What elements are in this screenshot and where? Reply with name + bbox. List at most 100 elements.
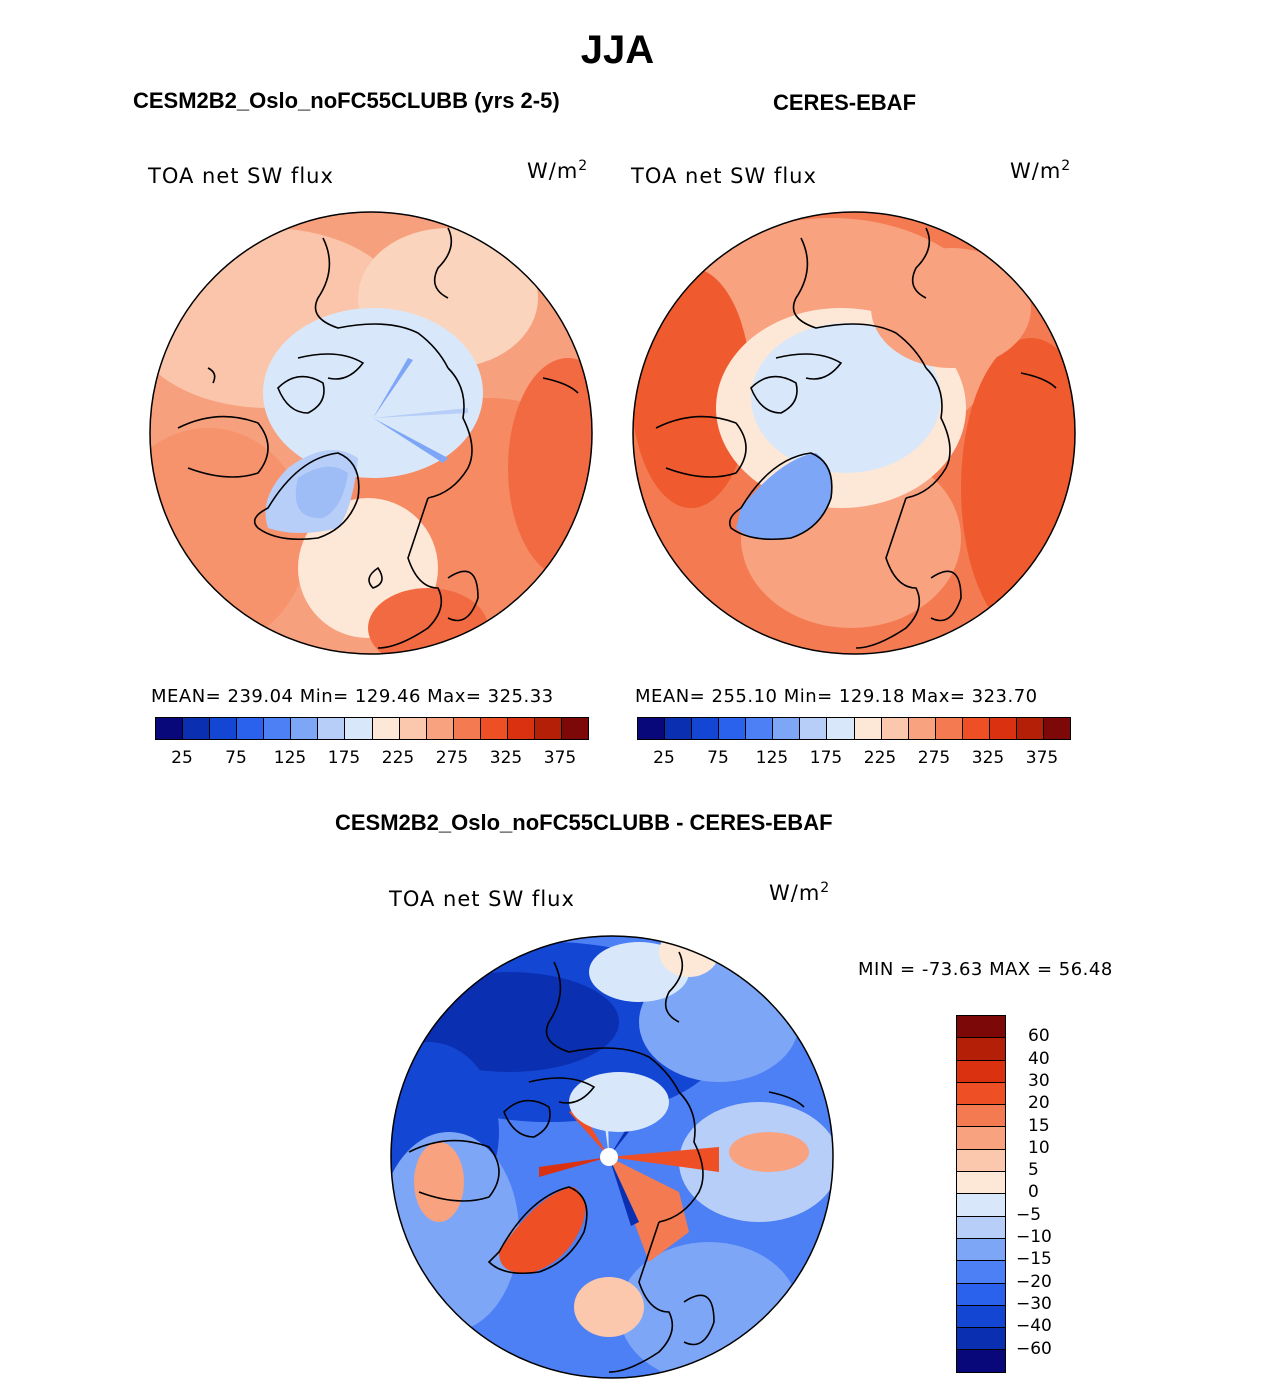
colorbar-swatch [962, 718, 990, 739]
colorbar-swatch [692, 718, 720, 739]
colorbar-swatch [534, 718, 562, 739]
colorbar-tick-label: 275 [917, 748, 951, 768]
colorbar-tick-label: 125 [755, 748, 789, 768]
colorbar-level-label: −5 [1016, 1204, 1042, 1225]
colorbar-level-label: −20 [1016, 1271, 1052, 1292]
colorbar-swatch [908, 718, 936, 739]
colorbar-tick-label: 25 [653, 748, 675, 768]
colorbar-swatch [345, 718, 373, 739]
colorbar-tick-label: 75 [225, 748, 247, 768]
colorbar-swatch [957, 1016, 1005, 1039]
colorbar-swatch [935, 718, 963, 739]
colorbar-swatch [399, 718, 427, 739]
colorbar-tick-label: 375 [543, 748, 577, 768]
colorbar-level-label: 15 [1028, 1115, 1050, 1136]
colorbar-swatch [957, 1283, 1005, 1306]
colorbar-tick-label: 325 [971, 748, 1005, 768]
colorbar-tick-label: 175 [809, 748, 843, 768]
colorbar-swatch [426, 718, 454, 739]
colorbar-level-label: 0 [1028, 1182, 1039, 1203]
model-variable-label: TOA net SW flux [148, 164, 334, 188]
colorbar-swatch [957, 1127, 1005, 1150]
colorbar-swatch [957, 1060, 1005, 1083]
obs-variable-label: TOA net SW flux [631, 164, 817, 188]
obs-polar-map [632, 211, 1076, 655]
colorbar-level-label: −10 [1016, 1227, 1052, 1247]
colorbar-tick-label: 375 [1025, 748, 1059, 768]
diff-colorbar-labels: 60 40 30 20 15 10 5 0 −5 −10 −15 −20 −30 −40 −60 [1016, 1015, 1076, 1375]
colorbar-swatch [507, 718, 535, 739]
diff-polar-map [390, 935, 834, 1379]
colorbar-swatch [746, 718, 774, 739]
figure-season-title: JJA [580, 28, 655, 72]
colorbar-swatch [957, 1350, 1005, 1372]
colorbar-tick-label: 225 [381, 748, 415, 768]
colorbar-swatch [264, 718, 292, 739]
colorbar-tick-label: 175 [327, 748, 361, 768]
colorbar-tick-label: 325 [489, 748, 523, 768]
colorbar-swatch [237, 718, 265, 739]
colorbar-level-label: −30 [1016, 1293, 1052, 1314]
colorbar-swatch [957, 1238, 1005, 1262]
model-stats: MEAN= 239.04 Min= 129.46 Max= 325.33 [151, 686, 554, 707]
model-polar-map [149, 211, 593, 655]
colorbar-level-label: −60 [1016, 1338, 1052, 1359]
colorbar-swatch [957, 1149, 1005, 1173]
colorbar-swatch [665, 718, 693, 739]
colorbar-swatch [773, 718, 801, 739]
colorbar-swatch [957, 1328, 1005, 1351]
colorbar-tick-label: 275 [435, 748, 469, 768]
colorbar-tick-label: 125 [273, 748, 307, 768]
colorbar-swatch [291, 718, 319, 739]
colorbar-swatch [561, 718, 588, 739]
diff-colorbar [956, 1015, 1006, 1373]
colorbar-level-label: 5 [1028, 1160, 1039, 1181]
colorbar-swatch [957, 1216, 1005, 1239]
obs-colorbar [637, 717, 1071, 740]
colorbar-level-label: −15 [1016, 1249, 1052, 1270]
colorbar-level-label: 40 [1028, 1048, 1050, 1069]
diff-variable-label: TOA net SW flux [389, 887, 575, 911]
colorbar-swatch [210, 718, 238, 739]
colorbar-swatch [800, 718, 828, 739]
colorbar-swatch [957, 1172, 1005, 1195]
colorbar-swatch [1016, 718, 1044, 739]
colorbar-swatch [957, 1082, 1005, 1106]
colorbar-swatch [957, 1261, 1005, 1284]
colorbar-swatch [957, 1105, 1005, 1128]
model-unit-label: W/m2 [527, 158, 589, 183]
model-colorbar [155, 717, 589, 740]
colorbar-swatch [719, 718, 747, 739]
diff-stats: MIN = -73.63 MAX = 56.48 [858, 959, 1113, 980]
colorbar-swatch [372, 718, 400, 739]
colorbar-tick-label: 25 [171, 748, 193, 768]
obs-stats: MEAN= 255.10 Min= 129.18 Max= 323.70 [635, 686, 1038, 707]
colorbar-level-label: −40 [1016, 1316, 1052, 1337]
colorbar-swatch [989, 718, 1017, 739]
model-panel-title: CESM2B2_Oslo_noFC55CLUBB (yrs 2-5) [133, 88, 560, 113]
colorbar-tick-label: 225 [863, 748, 897, 768]
colorbar-swatch [318, 718, 346, 739]
colorbar-tick-label: 75 [707, 748, 729, 768]
colorbar-swatch [156, 718, 184, 739]
diff-unit-label: W/m2 [769, 880, 831, 905]
colorbar-level-label: 10 [1028, 1137, 1050, 1158]
colorbar-swatch [827, 718, 855, 739]
colorbar-level-label: 30 [1028, 1070, 1050, 1091]
colorbar-swatch [1043, 718, 1070, 739]
obs-colorbar-ticks: 25 75 125 175 225 275 325 375 [637, 748, 1069, 770]
colorbar-swatch [957, 1038, 1005, 1061]
colorbar-swatch [957, 1194, 1005, 1217]
model-colorbar-ticks: 25 75 125 175 225 275 325 375 [155, 748, 587, 770]
colorbar-swatch [638, 718, 666, 739]
colorbar-swatch [957, 1305, 1005, 1329]
colorbar-swatch [183, 718, 211, 739]
obs-panel-title: CERES-EBAF [773, 90, 917, 115]
colorbar-level-label: 60 [1028, 1026, 1050, 1047]
diff-panel-title: CESM2B2_Oslo_noFC55CLUBB - CERES-EBAF [335, 810, 833, 835]
obs-unit-label: W/m2 [1010, 158, 1072, 183]
colorbar-swatch [854, 718, 882, 739]
colorbar-swatch [453, 718, 481, 739]
colorbar-swatch [881, 718, 909, 739]
colorbar-level-label: 20 [1028, 1093, 1050, 1114]
